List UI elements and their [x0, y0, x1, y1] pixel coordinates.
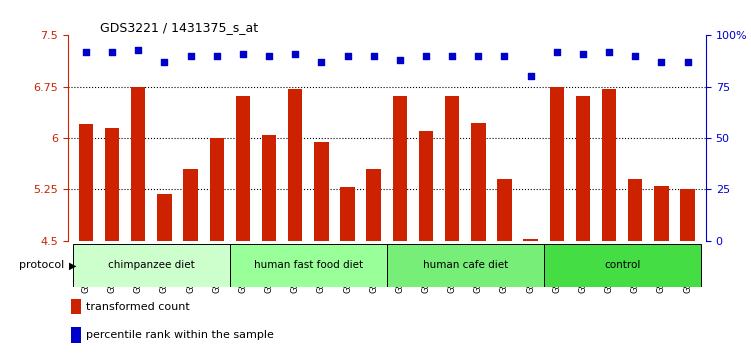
Bar [497, 179, 511, 354]
Bar [157, 194, 171, 354]
Bar [393, 96, 407, 354]
Bar [445, 96, 460, 354]
Text: human fast food diet: human fast food diet [254, 261, 363, 270]
Point [106, 49, 118, 55]
Point [420, 53, 432, 59]
Point [525, 74, 537, 79]
Bar [262, 135, 276, 354]
Text: protocol: protocol [19, 261, 64, 270]
Bar [105, 128, 119, 354]
Point [211, 53, 223, 59]
Bar [654, 186, 668, 354]
Point [550, 49, 562, 55]
Bar [73, 244, 230, 287]
Point [499, 53, 511, 59]
Point [185, 53, 197, 59]
Text: control: control [604, 261, 641, 270]
Point [682, 59, 694, 65]
Point [315, 59, 327, 65]
Bar [419, 131, 433, 354]
Bar [602, 89, 617, 354]
Bar [131, 87, 146, 354]
Text: GDS3221 / 1431375_s_at: GDS3221 / 1431375_s_at [99, 21, 258, 34]
Bar [680, 189, 695, 354]
Text: ▶: ▶ [69, 261, 77, 270]
Bar [544, 244, 701, 287]
Bar [71, 327, 81, 343]
Bar [628, 179, 643, 354]
Point [237, 51, 249, 57]
Text: percentile rank within the sample: percentile rank within the sample [86, 330, 274, 340]
Text: human cafe diet: human cafe diet [423, 261, 508, 270]
Bar [236, 96, 250, 354]
Point [394, 57, 406, 63]
Bar [550, 87, 564, 354]
Point [603, 49, 615, 55]
Point [656, 59, 668, 65]
Text: chimpanzee diet: chimpanzee diet [108, 261, 195, 270]
Bar [366, 169, 381, 354]
Point [80, 49, 92, 55]
Point [577, 51, 589, 57]
Point [629, 53, 641, 59]
Point [263, 53, 275, 59]
Bar [523, 239, 538, 354]
Point [289, 51, 301, 57]
Point [158, 59, 170, 65]
Bar [210, 138, 224, 354]
Text: transformed count: transformed count [86, 302, 190, 312]
Bar [79, 124, 93, 354]
Bar [288, 89, 303, 354]
Point [342, 53, 354, 59]
Bar [471, 123, 486, 354]
Bar [387, 244, 544, 287]
Bar [576, 96, 590, 354]
Point [472, 53, 484, 59]
Bar [71, 298, 81, 314]
Bar [340, 187, 354, 354]
Bar [230, 244, 387, 287]
Point [368, 53, 380, 59]
Point [132, 47, 144, 53]
Bar [183, 169, 198, 354]
Bar [314, 142, 328, 354]
Point [446, 53, 458, 59]
